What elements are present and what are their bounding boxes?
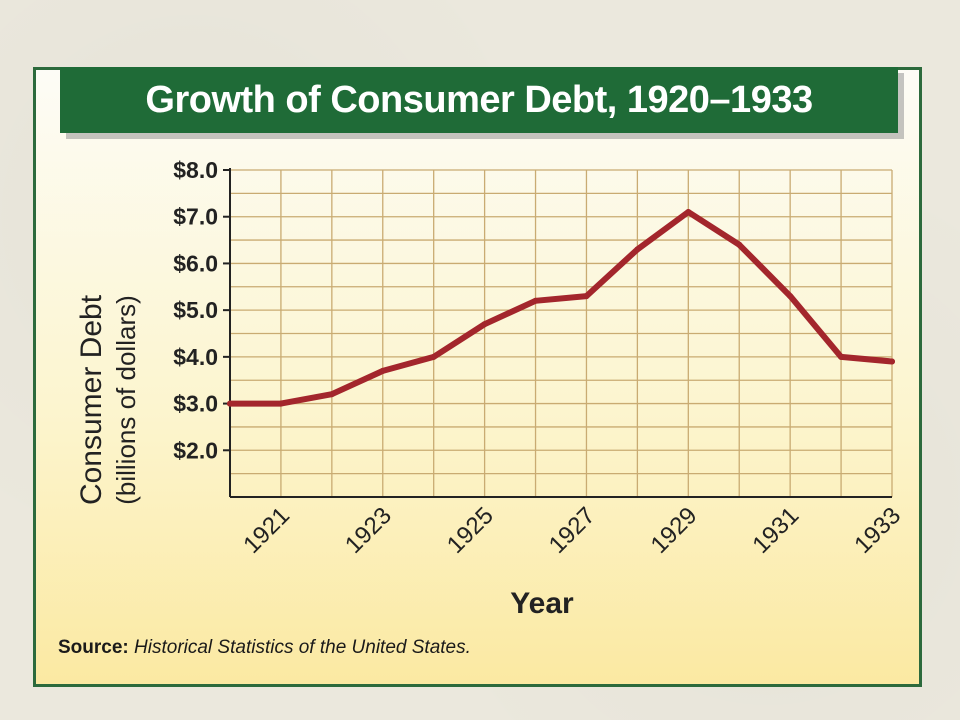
x-axis-title: Year [510,587,574,620]
data-point-1923 [379,367,386,374]
x-tick-label: 1929 [646,502,703,559]
x-tick-label: 1931 [747,502,804,559]
data-point-1922 [328,391,335,398]
source-label: Source: [58,637,129,658]
x-tick-label: 1921 [238,502,295,559]
chart-panel: Growth of Consumer Debt, 1920–1933 $2.0 $… [33,67,922,687]
x-tick-label: 1933 [849,502,906,559]
x-tick-label: 1923 [340,502,397,559]
y-tick-label: $8.0 [173,157,218,183]
data-point-1929 [685,209,692,216]
y-tick-label: $7.0 [173,204,218,230]
axes [223,168,892,498]
y-tick-label: $4.0 [173,344,218,370]
series-line-0 [227,209,895,407]
data-point-1925 [481,321,488,328]
data-point-1931 [787,293,794,300]
y-tick-label: $2.0 [173,437,218,463]
data-point-1926 [532,297,539,304]
data-point-1928 [634,246,641,253]
y-axis-title-line1: Consumer Debt [75,294,108,505]
data-point-1927 [583,293,590,300]
data-point-1930 [736,241,743,248]
title-banner: Growth of Consumer Debt, 1920–1933 [60,67,898,133]
x-tick-label: 1927 [544,502,601,559]
data-point-1924 [430,353,437,360]
x-tick-label: 1925 [442,502,499,559]
y-tick-label: $6.0 [173,250,218,276]
data-point-1932 [838,353,845,360]
y-axis-title: Consumer Debt (billions of dollars) [75,294,141,505]
source-note: Source: Historical Statistics of the Uni… [58,637,471,659]
y-tick-label: $3.0 [173,391,218,417]
x-tick-labels: 1921 1923 1925 1927 1929 1931 1933 [238,502,906,559]
data-series [227,209,895,407]
y-tick-label: $5.0 [173,297,218,323]
line-chart: $2.0$3.0$4.0$5.0$6.0$7.0$8.0 1921 1923 192… [75,157,906,620]
y-tick-labels: $2.0 $3.0 $4.0 $5.0 $6.0 $7.0 $8.0 [173,157,218,463]
grid-lines [230,169,893,497]
data-point-1933 [889,358,895,365]
source-text: Historical Statistics of the United Stat… [134,637,471,658]
chart-title: Growth of Consumer Debt, 1920–1933 [145,78,813,121]
y-axis-title-line2: (billions of dollars) [111,295,141,505]
data-point-1921 [277,400,284,407]
data-point-1920 [227,400,233,407]
